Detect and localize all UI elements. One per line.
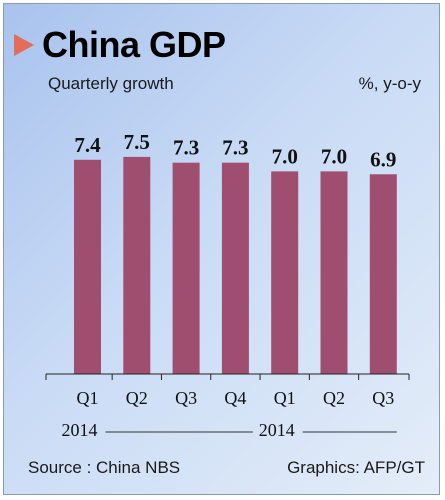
value-label: 7.0 (272, 144, 298, 168)
category-label: Q2 (323, 388, 345, 408)
chart-subtitle: Quarterly growth (48, 74, 174, 93)
category-labels-group: Q1 Q2 Q3 Q4 Q1 Q2 Q3 (77, 388, 395, 408)
value-label: 7.3 (173, 136, 199, 160)
category-label: Q2 (126, 388, 148, 408)
year-label: 2014 (62, 420, 98, 440)
year-label: 2014 (259, 420, 295, 440)
bar (172, 162, 200, 374)
bar-chart: 7.4 7.5 7.3 7.3 7.0 7.0 6.9 Q1 Q2 Q3 Q4 Q1 Q2 Q3 201… (45, 130, 410, 440)
graphics-credit: Graphics: AFP/GT (287, 458, 425, 477)
tick-marks-group (45, 374, 410, 380)
chart-frame: China GDP Quarterly growth %, y-o-y 7.4 7… (3, 3, 440, 495)
bar (123, 156, 151, 374)
value-label: 7.4 (74, 133, 101, 157)
value-label: 7.0 (321, 144, 347, 168)
category-label: Q1 (274, 388, 296, 408)
bars-group (74, 156, 397, 374)
value-labels-group: 7.4 7.5 7.3 7.3 7.0 7.0 6.9 (74, 130, 396, 171)
value-label: 7.5 (124, 130, 150, 154)
chart-title: China GDP (42, 24, 226, 65)
title-arrow-icon (14, 34, 34, 56)
chart-unit: %, y-o-y (358, 74, 421, 93)
category-label: Q1 (77, 388, 99, 408)
source-note: Source : China NBS (28, 458, 181, 477)
bar (320, 171, 348, 374)
bar (271, 171, 299, 374)
category-label: Q4 (224, 388, 246, 408)
bar (221, 162, 249, 374)
category-label: Q3 (175, 388, 197, 408)
category-label: Q3 (372, 388, 394, 408)
year-groups: 2014 2014 (62, 420, 397, 440)
bar (369, 174, 397, 374)
bar (74, 159, 101, 374)
value-label: 6.9 (370, 147, 396, 171)
value-label: 7.3 (222, 136, 248, 160)
